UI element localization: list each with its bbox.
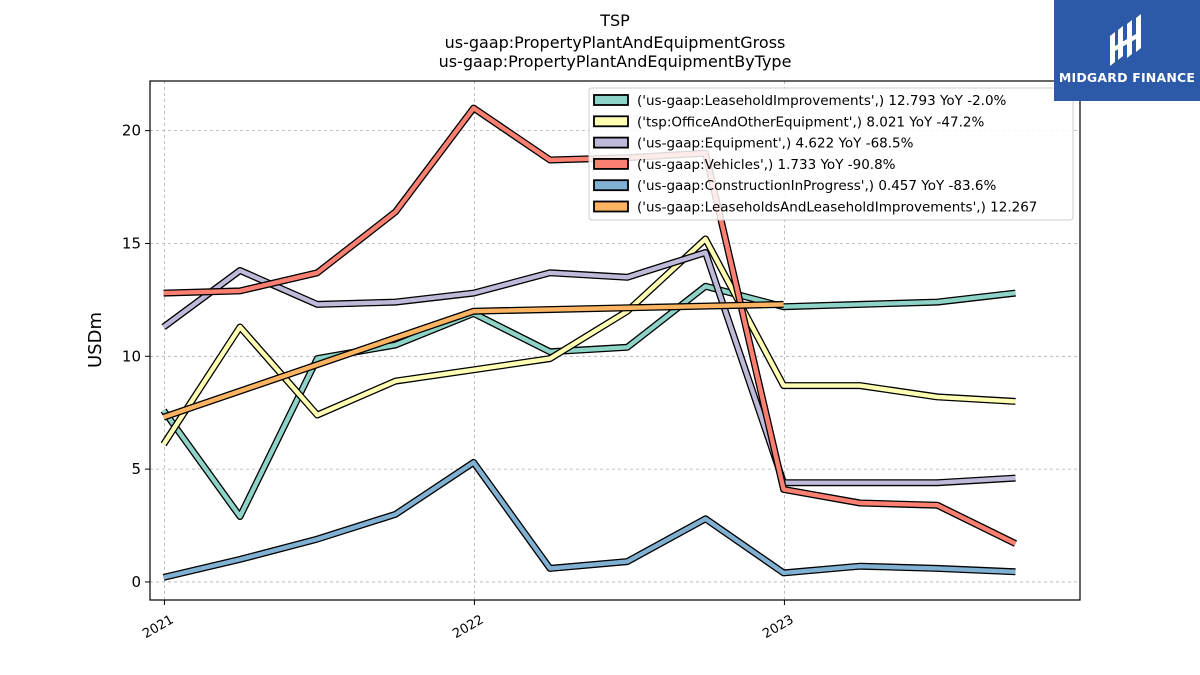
legend-swatch [593,200,629,213]
series-line-stroke [163,460,1016,580]
legend-entry: ('us-gaap:ConstructionInProgress',) 0.45… [637,178,996,194]
series-line-stroke [162,250,1016,485]
chart-title-line-1: TSP [599,11,630,30]
midgard-logo-icon [1110,14,1141,66]
chart-title-line-2: us-gaap:PropertyPlantAndEquipmentGross [445,33,786,52]
y-tick-label: 5 [131,460,141,478]
series-line [162,458,1016,581]
series-line-stroke [161,284,1016,519]
y-tick-label: 0 [131,573,141,591]
y-axis: 0 5 10 15 20 [122,122,150,591]
series-line-stroke [161,236,1016,446]
legend-entry: ('us-gaap:Vehicles',) 1.733 YoY -90.8% [637,157,896,173]
chart-title-line-3: us-gaap:PropertyPlantAndEquipmentByType [439,52,792,71]
legend-entry: ('us-gaap:LeaseholdsAndLeaseholdImprovem… [637,200,1037,216]
legend-swatch [593,115,629,128]
series-line [162,300,784,421]
series-line [160,235,1016,447]
x-tick-label: 2022 [450,612,486,642]
legend-swatch [593,94,629,106]
legend-entry: ('us-gaap:LeaseholdImprovements',) 12.79… [637,93,1007,109]
series-line-outline [162,300,784,421]
y-axis-label: USDm [85,312,106,368]
series-line-stroke [162,302,784,420]
legend-swatch [593,179,629,192]
y-tick-label: 20 [122,122,141,140]
series-line [160,282,1016,520]
series-line [161,249,1016,487]
plot-frame [149,80,1081,601]
logo-text: MIDGARD FINANCE [1058,70,1196,85]
chart-title: TSP us-gaap:PropertyPlantAndEquipmentGro… [439,11,792,71]
x-axis: 2021 2022 2023 [140,600,796,642]
x-tick-label: 2021 [140,612,176,642]
legend-box [588,87,1074,221]
x-tick-label: 2023 [760,612,796,642]
y-tick-label: 15 [122,234,141,252]
legend: ('us-gaap:LeaseholdImprovements',) 12.79… [588,87,1074,221]
midgard-logo: MIDGARD FINANCE [1054,0,1200,101]
series-line-outline [161,249,1016,487]
y-tick-label: 10 [122,347,141,365]
legend-swatch [593,157,629,170]
legend-entry: ('us-gaap:Equipment',) 4.622 YoY -68.5% [637,136,914,152]
legend-entry: ('tsp:OfficeAndOtherEquipment',) 8.021 Y… [637,114,984,130]
legend-swatch [593,136,629,149]
